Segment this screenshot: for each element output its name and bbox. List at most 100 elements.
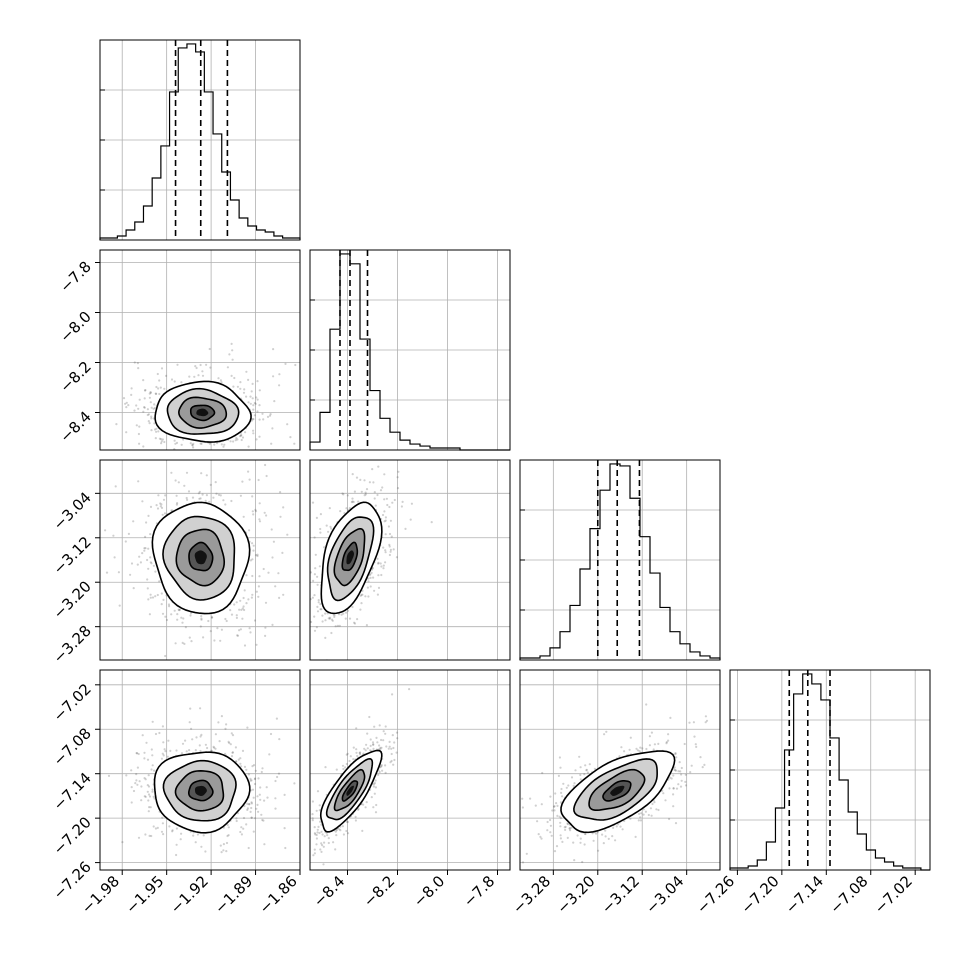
histogram-panel-0 bbox=[99, 39, 301, 241]
sample-point bbox=[219, 379, 222, 382]
sample-point bbox=[208, 661, 210, 663]
sample-point bbox=[150, 406, 153, 409]
sample-point bbox=[226, 823, 229, 827]
sample-point bbox=[373, 491, 376, 494]
sample-point bbox=[248, 478, 251, 481]
sample-point bbox=[364, 429, 366, 431]
sample-point bbox=[368, 450, 370, 452]
sample-point bbox=[377, 403, 379, 405]
sample-point bbox=[235, 817, 238, 820]
sample-point bbox=[284, 362, 287, 365]
sample-point bbox=[148, 806, 151, 809]
sample-point bbox=[256, 803, 259, 807]
sample-point bbox=[338, 624, 341, 627]
sample-point bbox=[253, 452, 255, 454]
sample-point bbox=[242, 391, 246, 394]
sample-point bbox=[364, 491, 367, 494]
sample-point bbox=[341, 492, 344, 495]
sample-point bbox=[284, 846, 287, 850]
sample-point bbox=[235, 760, 238, 763]
sample-point bbox=[133, 409, 136, 412]
sample-point bbox=[245, 574, 248, 577]
sample-point bbox=[300, 571, 302, 573]
sample-point bbox=[194, 365, 197, 368]
sample-point bbox=[258, 520, 262, 523]
sample-point bbox=[327, 617, 330, 620]
sample-point bbox=[199, 442, 202, 445]
sample-point bbox=[241, 436, 245, 439]
density-core bbox=[196, 408, 209, 417]
sample-point bbox=[141, 552, 144, 555]
sample-point bbox=[142, 379, 145, 382]
sample-point bbox=[261, 767, 264, 770]
sample-point bbox=[129, 573, 132, 576]
sample-point bbox=[143, 751, 146, 754]
sample-point bbox=[149, 561, 152, 564]
sample-point bbox=[138, 555, 141, 558]
sample-point bbox=[149, 593, 152, 596]
sample-point bbox=[279, 515, 282, 518]
sample-point bbox=[369, 409, 371, 411]
sample-point bbox=[151, 788, 154, 791]
panel-content bbox=[300, 403, 510, 660]
sample-point bbox=[384, 551, 387, 554]
sample-point bbox=[163, 512, 167, 515]
sample-point bbox=[252, 544, 255, 547]
sample-point bbox=[384, 549, 387, 552]
sample-point bbox=[313, 536, 316, 539]
sample-point bbox=[236, 438, 239, 441]
sample-point bbox=[229, 609, 232, 612]
sample-point bbox=[235, 614, 238, 617]
sample-point bbox=[146, 784, 149, 787]
sample-point bbox=[160, 757, 163, 760]
sample-point bbox=[254, 402, 257, 405]
sample-point bbox=[162, 833, 165, 836]
sample-point bbox=[148, 613, 151, 616]
sample-point bbox=[255, 643, 258, 646]
sample-point bbox=[154, 595, 157, 598]
sample-point bbox=[219, 494, 222, 497]
sample-point bbox=[319, 527, 322, 531]
sample-point bbox=[241, 480, 244, 483]
sample-point bbox=[268, 753, 271, 756]
sample-point bbox=[339, 829, 342, 832]
sample-point bbox=[372, 806, 375, 809]
sample-point bbox=[252, 764, 256, 767]
sample-point bbox=[360, 593, 363, 596]
sample-point bbox=[379, 746, 382, 750]
sample-point bbox=[193, 375, 196, 378]
sample-point bbox=[366, 732, 369, 735]
sample-point bbox=[148, 392, 151, 395]
sample-point bbox=[155, 427, 158, 430]
sample-point bbox=[175, 441, 179, 444]
sample-point bbox=[344, 617, 347, 620]
sample-point bbox=[161, 822, 164, 825]
sample-point bbox=[389, 550, 392, 553]
sample-point bbox=[135, 779, 138, 782]
sample-point bbox=[317, 601, 320, 604]
sample-point bbox=[312, 854, 315, 857]
sample-point bbox=[384, 533, 387, 536]
sample-point bbox=[388, 543, 391, 547]
sample-point bbox=[213, 443, 216, 446]
sample-point bbox=[248, 803, 251, 806]
sample-point bbox=[243, 608, 246, 612]
sample-point bbox=[397, 470, 400, 473]
sample-point bbox=[247, 773, 250, 776]
sample-point bbox=[251, 574, 254, 578]
sample-point bbox=[400, 505, 403, 508]
sample-point bbox=[199, 497, 202, 500]
sample-point bbox=[136, 752, 139, 755]
sample-point bbox=[164, 750, 167, 753]
sample-point bbox=[386, 503, 389, 507]
sample-point bbox=[293, 852, 295, 854]
sample-point bbox=[232, 385, 235, 388]
sample-point bbox=[269, 413, 272, 416]
sample-point bbox=[293, 442, 296, 445]
contour-line bbox=[188, 541, 214, 572]
sample-point bbox=[361, 593, 364, 596]
sample-point bbox=[137, 752, 140, 756]
contour-line bbox=[178, 396, 228, 429]
sample-point bbox=[384, 725, 387, 728]
contour-line bbox=[187, 779, 214, 802]
